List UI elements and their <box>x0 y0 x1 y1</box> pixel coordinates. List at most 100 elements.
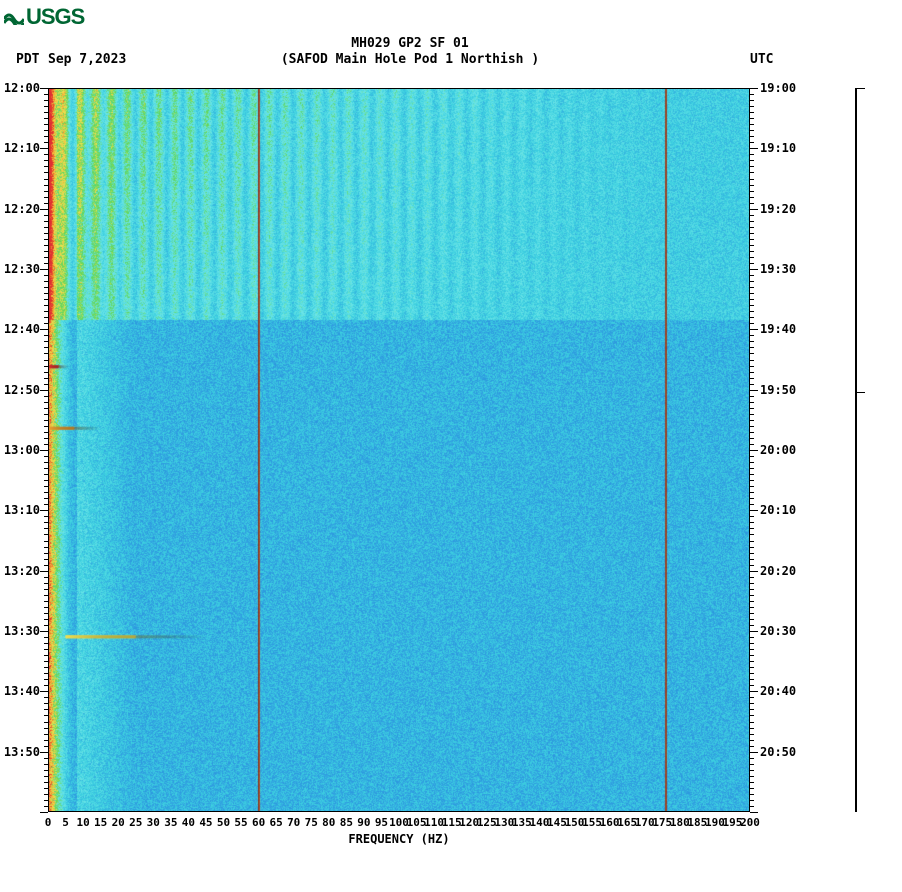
tick-left <box>44 396 48 397</box>
tick-right <box>750 293 754 294</box>
tick-right <box>750 571 758 572</box>
tick-left <box>44 522 48 523</box>
tick-left <box>44 679 48 680</box>
tick-right <box>750 812 758 813</box>
tick-right <box>750 366 754 367</box>
tick-left <box>44 528 48 529</box>
y-right-ticklabel: 20:30 <box>760 624 796 638</box>
x-ticklabel: 20 <box>112 816 125 829</box>
tick-right <box>750 311 754 312</box>
tick-right <box>750 667 754 668</box>
tick-right <box>750 239 754 240</box>
tick-right <box>750 118 754 119</box>
y-right-ticklabel: 19:30 <box>760 262 796 276</box>
tick-left <box>44 740 48 741</box>
tick-right <box>750 136 754 137</box>
tick-left <box>44 655 48 656</box>
tick-left <box>44 317 48 318</box>
y-right-ticklabel: 19:10 <box>760 141 796 155</box>
y-left-ticklabel: 13:50 <box>4 745 40 759</box>
tick-right <box>750 685 754 686</box>
x-ticklabel: 85 <box>340 816 353 829</box>
tick-left <box>44 661 48 662</box>
y-left-ticklabel: 13:40 <box>4 684 40 698</box>
tick-right <box>750 142 754 143</box>
tick-left <box>40 571 48 572</box>
tick-left <box>44 643 48 644</box>
tick-right <box>750 559 754 560</box>
tick-left <box>44 118 48 119</box>
tick-right <box>750 185 754 186</box>
tick-left <box>44 438 48 439</box>
tick-right <box>750 770 754 771</box>
tick-left <box>44 191 48 192</box>
tick-left <box>44 547 48 548</box>
x-ticklabel: 80 <box>322 816 335 829</box>
tick-left <box>44 709 48 710</box>
tick-right <box>750 179 754 180</box>
tick-right <box>750 414 754 415</box>
x-ticklabel: 10 <box>76 816 89 829</box>
tick-right <box>750 547 754 548</box>
tick-right <box>750 565 754 566</box>
tick-left <box>44 462 48 463</box>
side-indicator-bar <box>855 88 857 812</box>
tick-left <box>44 257 48 258</box>
tick-left <box>44 794 48 795</box>
tick-right <box>750 148 758 149</box>
tick-right <box>750 613 754 614</box>
y-left-ticklabel: 12:00 <box>4 81 40 95</box>
tick-right <box>750 752 758 753</box>
tick-right <box>750 396 754 397</box>
tick-left <box>44 456 48 457</box>
tick-left <box>44 758 48 759</box>
tick-right <box>750 577 754 578</box>
tick-right <box>750 691 758 692</box>
tick-left <box>44 746 48 747</box>
side-indicator-tick <box>855 88 865 89</box>
tick-right <box>750 583 754 584</box>
x-ticklabel: 40 <box>182 816 195 829</box>
tick-left <box>44 281 48 282</box>
tick-left <box>44 402 48 403</box>
tick-right <box>750 462 754 463</box>
tick-left <box>44 94 48 95</box>
tick-right <box>750 94 754 95</box>
x-ticklabel: 45 <box>199 816 212 829</box>
tick-right <box>750 444 754 445</box>
tick-right <box>750 541 754 542</box>
x-ticklabel: 50 <box>217 816 230 829</box>
tick-left <box>44 203 48 204</box>
tick-right <box>750 661 754 662</box>
tick-left <box>44 335 48 336</box>
tick-right <box>750 516 754 517</box>
tick-left <box>44 534 48 535</box>
tick-right <box>750 329 758 330</box>
tick-left <box>44 607 48 608</box>
tick-left <box>44 311 48 312</box>
tick-right <box>750 172 754 173</box>
tick-right <box>750 360 754 361</box>
tick-left <box>44 649 48 650</box>
tick-right <box>750 746 754 747</box>
tick-left <box>44 420 48 421</box>
tick-right <box>750 619 754 620</box>
tick-right <box>750 335 754 336</box>
tick-left <box>44 486 48 487</box>
tick-left <box>44 408 48 409</box>
y-right-ticklabel: 19:40 <box>760 322 796 336</box>
tick-left <box>40 631 48 632</box>
tick-left <box>44 432 48 433</box>
tick-right <box>750 553 754 554</box>
tick-left <box>44 516 48 517</box>
y-right-ticklabel: 20:10 <box>760 503 796 517</box>
tick-left <box>44 625 48 626</box>
spectrogram-canvas <box>48 88 750 812</box>
right-timezone-label: UTC <box>750 52 773 67</box>
tick-left <box>40 812 48 813</box>
tick-right <box>750 432 754 433</box>
tick-left <box>44 263 48 264</box>
tick-left <box>44 347 48 348</box>
tick-left <box>44 136 48 137</box>
tick-right <box>750 740 754 741</box>
